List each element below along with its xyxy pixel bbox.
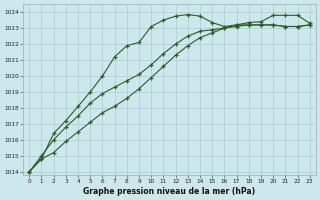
X-axis label: Graphe pression niveau de la mer (hPa): Graphe pression niveau de la mer (hPa) — [84, 187, 256, 196]
